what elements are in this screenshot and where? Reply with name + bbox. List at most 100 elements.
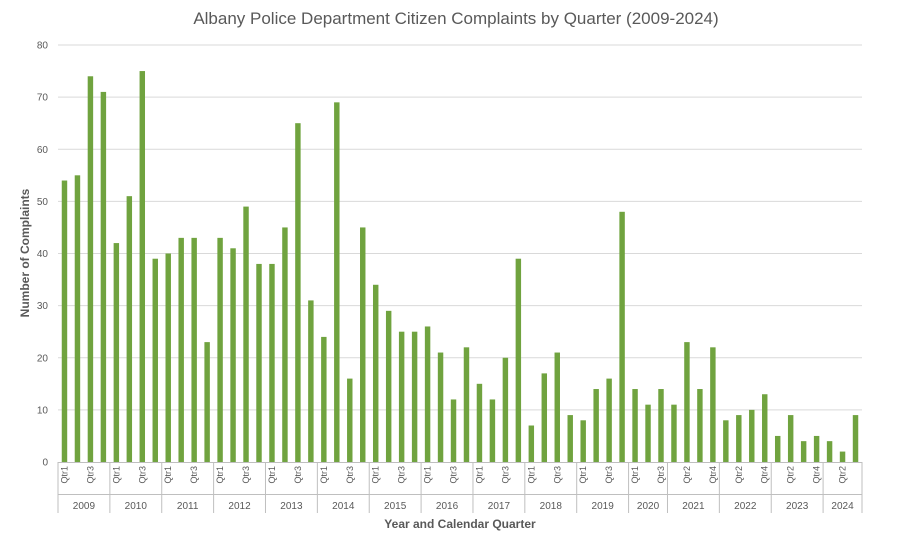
bar (282, 227, 288, 462)
quarter-tick-label: Qtr1 (371, 466, 381, 484)
bar (723, 420, 729, 462)
y-tick-label: 50 (37, 197, 49, 208)
bar (372, 284, 379, 462)
bar (606, 378, 612, 462)
bar (528, 425, 535, 462)
quarter-tick-label: Qtr3 (85, 466, 95, 484)
year-tick-label: 2010 (125, 501, 148, 512)
quarter-tick-label: Qtr1 (630, 466, 640, 484)
year-tick-label: 2020 (637, 501, 660, 512)
bar (554, 352, 560, 462)
y-tick-label: 20 (37, 353, 49, 364)
quarter-tick-label: Qtr3 (137, 466, 147, 484)
bar (671, 404, 677, 462)
bar (360, 227, 366, 462)
bar (152, 258, 158, 462)
bar (450, 399, 457, 462)
bar (710, 347, 716, 462)
bar (61, 180, 68, 462)
quarter-tick-label: Qtr1 (526, 466, 536, 484)
bar (424, 326, 431, 462)
bar (178, 237, 184, 462)
quarter-tick-label: Qtr3 (604, 466, 614, 484)
bar (411, 331, 418, 462)
year-tick-label: 2016 (436, 501, 459, 512)
bar (762, 394, 768, 462)
year-tick-label: 2023 (786, 501, 809, 512)
bar (139, 71, 146, 462)
y-axis-label: Number of Complaints (18, 188, 32, 317)
bar (515, 258, 522, 462)
bar (826, 441, 833, 462)
bar (813, 435, 820, 462)
quarter-tick-label: Qtr1 (163, 466, 173, 484)
quarter-tick-label: Qtr4 (812, 466, 822, 484)
bar (321, 336, 327, 462)
y-tick-label: 70 (37, 93, 49, 104)
y-tick-label: 60 (37, 145, 49, 156)
quarter-tick-label: Qtr3 (241, 466, 251, 484)
bar (334, 102, 340, 463)
bar (347, 378, 353, 462)
bar (839, 451, 846, 462)
bar (269, 263, 275, 462)
bar (126, 196, 133, 462)
bar (489, 399, 496, 462)
x-axis-label: Year and Calendar Quarter (384, 517, 536, 531)
year-tick-label: 2015 (384, 501, 407, 512)
bar (645, 404, 651, 462)
x-axis: Qtr1 Qtr3 Qtr1 Qtr3 Qtr1 Qtr3 Qtr1 Qtr3 Qtr1 Qtr3… (57, 462, 863, 513)
bar (593, 389, 599, 462)
y-tick-label: 10 (37, 405, 49, 416)
bar (697, 389, 703, 462)
bar (308, 300, 314, 462)
year-tick-label: 2022 (734, 501, 757, 512)
quarter-tick-label: Qtr1 (474, 466, 484, 484)
quarter-tick-label: Qtr2 (786, 466, 796, 484)
bar (165, 253, 171, 462)
y-tick-label: 80 (37, 41, 49, 52)
bar (541, 373, 548, 462)
quarter-tick-label: Qtr1 (578, 466, 588, 484)
y-tick-label: 0 (42, 458, 48, 469)
quarter-tick-label: Qtr3 (397, 466, 407, 484)
year-tick-label: 2021 (682, 501, 705, 512)
bar (217, 237, 223, 462)
bar (74, 175, 81, 462)
y-tick-label: 40 (37, 249, 49, 260)
bar (476, 383, 483, 462)
bar (463, 347, 470, 462)
quarter-tick-label: Qtr3 (500, 466, 510, 484)
quarter-tick-label: Qtr2 (682, 466, 692, 484)
quarter-tick-label: Qtr1 (111, 466, 121, 484)
bar (749, 409, 755, 462)
quarter-tick-label: Qtr3 (189, 466, 199, 484)
year-tick-label: 2024 (831, 501, 854, 512)
quarter-tick-label: Qtr3 (449, 466, 459, 484)
year-tick-label: 2013 (280, 501, 303, 512)
quarter-tick-label: Qtr4 (760, 466, 770, 484)
bar (256, 263, 262, 462)
bar (87, 76, 94, 463)
bar (243, 206, 249, 462)
bar (658, 389, 664, 462)
bar (230, 248, 236, 462)
bar (567, 415, 573, 462)
bar (580, 420, 586, 462)
quarter-tick-label: Qtr3 (345, 466, 355, 484)
chart-title: Albany Police Department Citizen Complai… (193, 9, 718, 28)
year-tick-label: 2019 (592, 501, 615, 512)
bar (787, 415, 794, 462)
quarter-tick-label: Qtr1 (423, 466, 433, 484)
quarter-tick-label: Qtr1 (215, 466, 225, 484)
bar (204, 342, 210, 462)
bar (632, 389, 638, 462)
year-tick-label: 2009 (73, 501, 96, 512)
bar (295, 123, 301, 462)
year-tick-label: 2018 (540, 501, 563, 512)
year-tick-label: 2014 (332, 501, 355, 512)
quarter-tick-label: Qtr2 (838, 466, 848, 484)
bar (113, 243, 120, 462)
quarter-tick-label: Qtr3 (656, 466, 666, 484)
